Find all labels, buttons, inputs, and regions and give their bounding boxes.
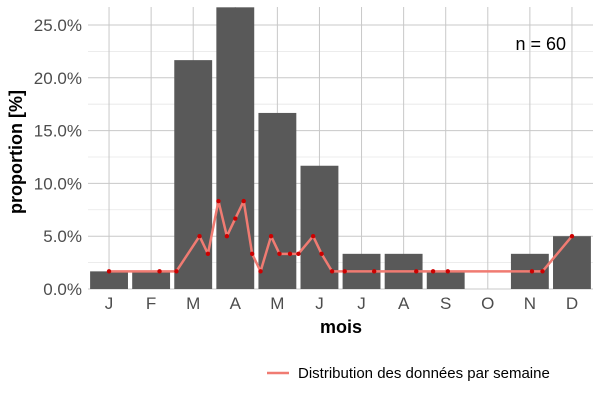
weekly-line-layer bbox=[109, 199, 573, 273]
weekly-point bbox=[319, 251, 324, 257]
y-tick-label: 5.0% bbox=[43, 227, 82, 246]
weekly-point bbox=[540, 269, 545, 274]
weekly-point bbox=[529, 269, 535, 274]
x-tick-label: D bbox=[566, 294, 578, 313]
x-axis-title: mois bbox=[320, 317, 362, 337]
x-tick-label: A bbox=[230, 294, 242, 313]
weekly-point bbox=[197, 233, 202, 239]
weekly-point bbox=[106, 269, 112, 274]
weekly-point bbox=[174, 269, 179, 274]
weekly-point bbox=[569, 233, 575, 239]
bar-J-0 bbox=[90, 271, 128, 289]
y-tick-label: 15.0% bbox=[34, 122, 82, 141]
y-tick-labels: 0.0% 5.0% 10.0% 15.0% 20.0% 25.0% bbox=[34, 16, 82, 299]
weekly-point bbox=[157, 269, 162, 274]
weekly-point bbox=[287, 251, 293, 257]
weekly-point bbox=[430, 269, 436, 274]
bar-F-1 bbox=[132, 271, 171, 289]
bar-A-3 bbox=[216, 7, 255, 289]
weekly-point bbox=[233, 216, 238, 221]
bar-S-8 bbox=[426, 271, 465, 289]
legend-label: Distribution des données par semaine bbox=[298, 365, 550, 382]
x-tick-label: F bbox=[146, 294, 156, 313]
x-tick-label: A bbox=[398, 294, 410, 313]
x-tick-label: J bbox=[105, 294, 114, 313]
y-axis-title: proportion [%] bbox=[6, 90, 26, 214]
y-tick-label: 10.0% bbox=[34, 174, 82, 193]
weekly-point bbox=[329, 269, 335, 274]
x-tick-label: J bbox=[315, 294, 324, 313]
weekly-point bbox=[342, 269, 347, 274]
y-tick-label: 25.0% bbox=[34, 16, 82, 35]
bar-J-5 bbox=[300, 165, 339, 289]
weekly-point bbox=[241, 198, 246, 204]
weekly-point bbox=[445, 269, 451, 274]
weekly-point bbox=[296, 251, 301, 257]
weekly-point bbox=[268, 233, 274, 239]
y-tick-label: 0.0% bbox=[43, 280, 82, 299]
y-tick-label: 20.0% bbox=[34, 69, 82, 88]
bar-D-11 bbox=[553, 236, 591, 289]
x-tick-label: O bbox=[481, 294, 494, 313]
x-tick-label: S bbox=[440, 294, 451, 313]
sample-size-annotation: n = 60 bbox=[515, 34, 566, 54]
x-tick-label: M bbox=[186, 294, 200, 313]
legend: Distribution des données par semaine bbox=[267, 365, 550, 382]
x-tick-label: N bbox=[524, 294, 536, 313]
weekly-point bbox=[258, 269, 263, 274]
weekly-point bbox=[414, 269, 419, 274]
weekly-point bbox=[310, 233, 316, 239]
weekly-point bbox=[205, 251, 211, 257]
weekly-distribution-line bbox=[109, 199, 573, 273]
weekly-point bbox=[224, 233, 230, 239]
x-tick-label: M bbox=[270, 294, 284, 313]
weekly-point bbox=[216, 198, 221, 204]
weekly-points-layer bbox=[106, 198, 575, 274]
x-tick-label: J bbox=[357, 294, 366, 313]
weekly-point bbox=[371, 269, 377, 274]
weekly-point bbox=[277, 251, 282, 257]
weekly-point bbox=[249, 251, 255, 257]
